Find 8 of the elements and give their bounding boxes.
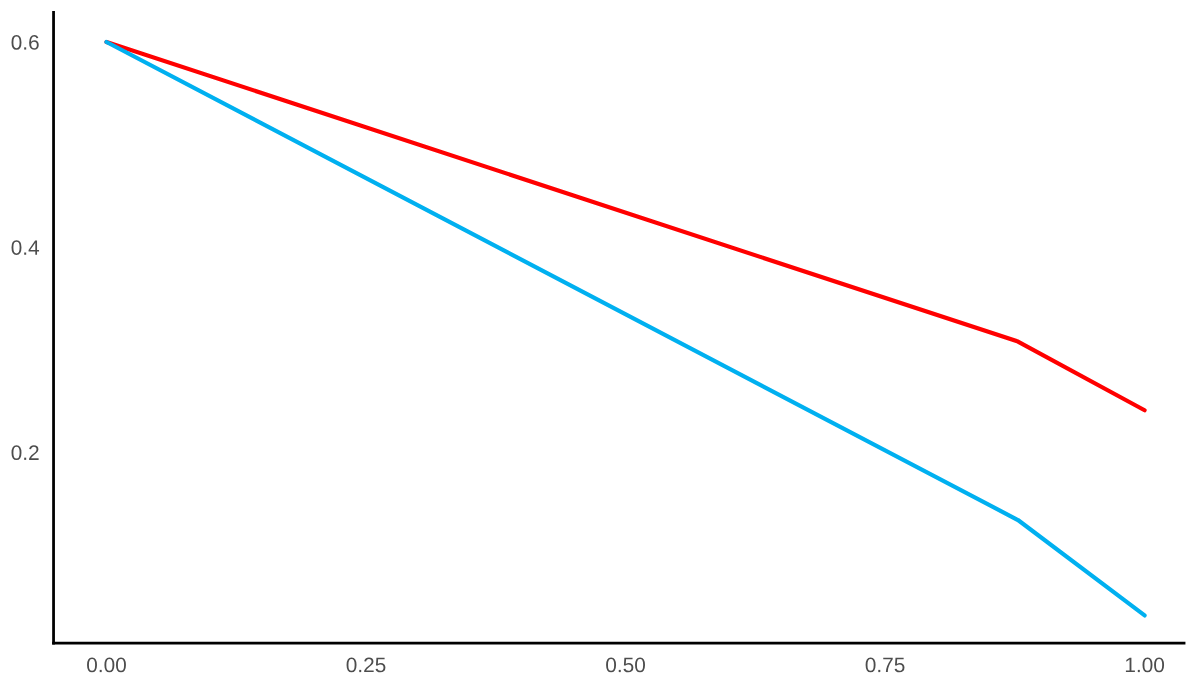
y-tick-label: 0.6 [11,35,39,50]
y-tick-label: 0.2 [11,445,39,461]
x-tick-label: 0.00 [87,657,126,673]
x-tick-label: 1.00 [1125,657,1165,673]
y-tick-label: 0.4 [11,240,40,255]
x-tick-label: 0.25 [346,657,386,673]
x-tick-label: 0.75 [865,657,905,673]
x-tick-label: 0.50 [606,657,646,673]
